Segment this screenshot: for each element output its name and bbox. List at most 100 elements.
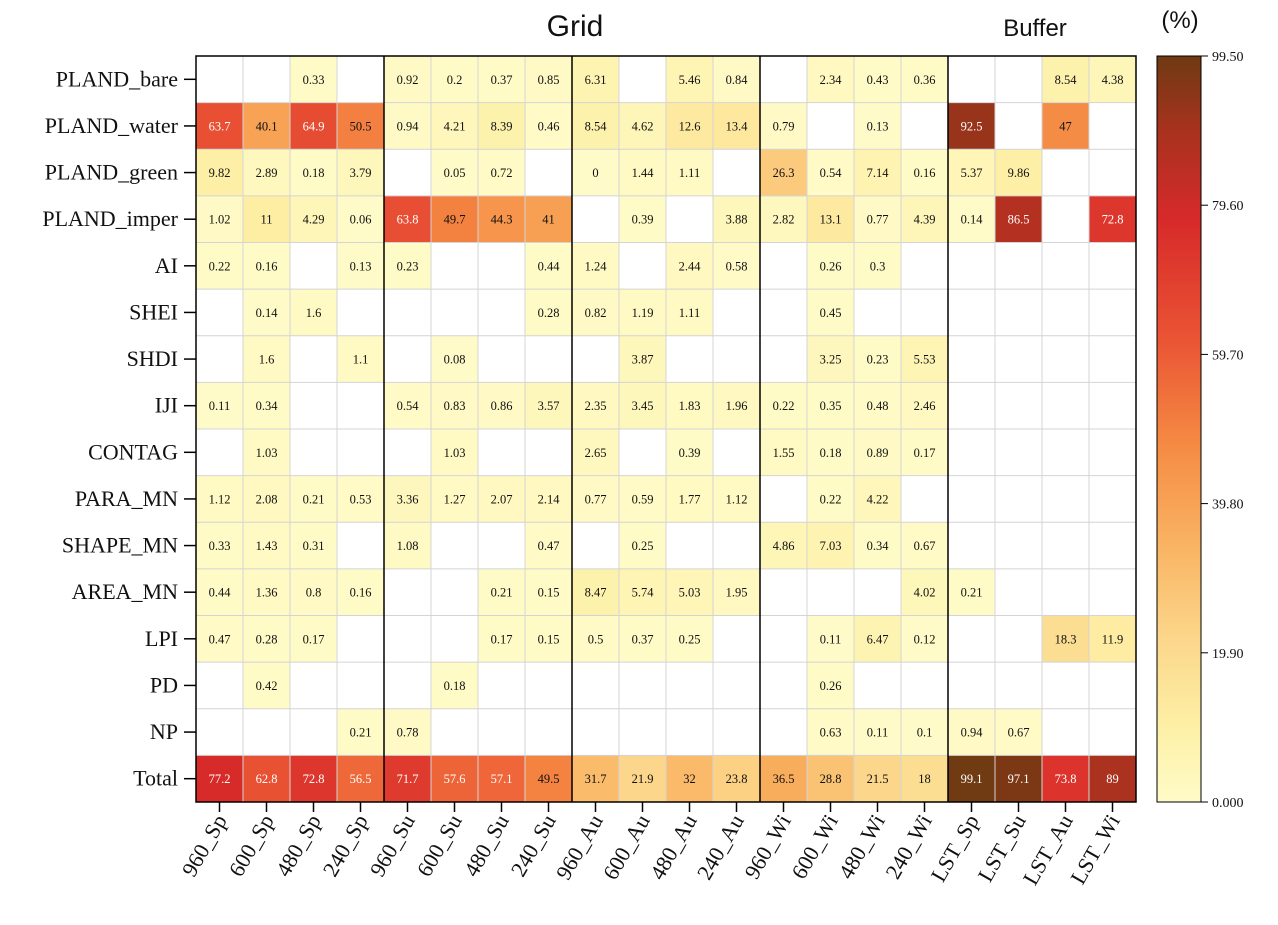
heatmap-cell [854, 195, 901, 243]
cell-value-label: 3.57 [538, 399, 560, 413]
heatmap-cell [854, 522, 901, 569]
heatmap-cell [478, 568, 525, 616]
heatmap-cell [196, 615, 243, 663]
heatmap-cell [196, 755, 243, 802]
cell-value-label: 8.47 [585, 586, 607, 600]
cell-value-label: 0.05 [444, 166, 466, 180]
heatmap-cell [713, 475, 760, 523]
heatmap-cell [525, 102, 572, 150]
heatmap-cell [337, 335, 384, 383]
heatmap-cell [572, 382, 619, 429]
heatmap-cell [196, 102, 243, 150]
cell-value-label: 0.18 [820, 446, 842, 460]
heatmap-cell [854, 242, 901, 290]
heatmap-cell [1042, 755, 1089, 802]
heatmap-cell [572, 475, 619, 523]
heatmap-cell [948, 149, 995, 196]
heatmap-cell [995, 195, 1042, 243]
heatmap-cell [525, 289, 572, 336]
heatmap-cell [337, 755, 384, 802]
heatmap-cell [713, 56, 760, 103]
heatmap-cell [901, 429, 948, 476]
cell-value-label: 36.5 [773, 772, 795, 786]
cell-value-label: 0.21 [350, 726, 372, 740]
column-label: 240_Sp [318, 810, 373, 881]
cell-value-label: 1.08 [397, 539, 419, 553]
cell-value-label: 0.25 [679, 632, 701, 646]
cell-value-label: 0.46 [538, 119, 560, 133]
cell-value-label: 89 [1106, 772, 1119, 786]
heatmap-cell [243, 522, 290, 569]
cell-value-label: 5.46 [679, 73, 701, 87]
cell-value-label: 3.87 [632, 353, 654, 367]
cell-value-label: 21.5 [867, 772, 889, 786]
cell-value-label: 0.5 [588, 632, 604, 646]
heatmap-cell [948, 102, 995, 150]
heatmap-cell [196, 522, 243, 569]
heatmap-cell [384, 56, 431, 103]
cell-value-label: 4.38 [1102, 73, 1124, 87]
heatmap-cell [337, 242, 384, 290]
heatmap-cell [243, 149, 290, 196]
heatmap-cell [478, 615, 525, 663]
cell-value-label: 1.36 [256, 586, 278, 600]
grid-title: Grid [547, 10, 604, 43]
cell-value-label: 21.9 [632, 772, 654, 786]
heatmap-cell [901, 56, 948, 103]
cell-value-label: 0.26 [820, 259, 842, 273]
heatmap-cell [948, 708, 995, 756]
cell-value-label: 0.23 [397, 259, 419, 273]
cell-value-label: 0.3 [870, 259, 886, 273]
cell-value-label: 0.2 [447, 73, 463, 87]
heatmap-frame [195, 55, 1137, 803]
heatmap-cell [901, 755, 948, 802]
heatmap-cell [572, 242, 619, 290]
heatmap-cell [619, 102, 666, 150]
row-label: PLAND_green [45, 160, 178, 185]
row-label: AREA_MN [72, 579, 178, 604]
cell-value-label: 18 [918, 772, 931, 786]
heatmap-cell [760, 102, 807, 150]
row-label: PLAND_water [45, 113, 179, 138]
heatmap-cell [525, 242, 572, 290]
heatmap-cell [290, 102, 337, 150]
heatmap-cell [290, 475, 337, 523]
heatmap-cell [948, 755, 995, 802]
cell-value-label: 57.6 [444, 772, 466, 786]
cell-value-label: 8.39 [491, 119, 513, 133]
cell-value-label: 0.47 [209, 632, 231, 646]
cell-value-label: 1.6 [306, 306, 322, 320]
cell-value-label: 4.39 [914, 213, 936, 227]
cell-value-label: 0.12 [914, 632, 936, 646]
heatmap-cell [901, 522, 948, 569]
cell-value-label: 11 [260, 213, 272, 227]
cell-value-label: 0.59 [632, 492, 654, 506]
heatmap-cell [431, 56, 478, 103]
cell-value-label: 2.82 [773, 213, 795, 227]
cell-value-label: 0.21 [303, 492, 325, 506]
heatmap-cell [760, 149, 807, 196]
cell-value-label: 1.11 [679, 166, 700, 180]
heatmap-cell [384, 242, 431, 290]
heatmap-cell [196, 149, 243, 196]
heatmap-cell [478, 195, 525, 243]
row-label: PARA_MN [75, 486, 178, 511]
cell-value-label: 40.1 [256, 119, 278, 133]
heatmap-cell [196, 382, 243, 429]
cell-value-label: 0.11 [209, 399, 230, 413]
heatmap-cell [619, 615, 666, 663]
cell-value-label: 2.89 [256, 166, 278, 180]
group-separators [383, 56, 949, 802]
cell-value-label: 50.5 [350, 119, 372, 133]
cell-value-label: 0.1 [917, 726, 933, 740]
cell-value-label: 0.58 [726, 259, 748, 273]
cell-value-label: 4.22 [867, 492, 889, 506]
cell-value-label: 4.29 [303, 213, 325, 227]
colorbar-ticks: 99.50 79.60 59.70 39.80 19.90 0.000 [1201, 50, 1244, 811]
cell-value-label: 0.23 [867, 353, 889, 367]
cell-value-label: 0.17 [491, 632, 513, 646]
heatmap-cell [525, 195, 572, 243]
cell-value-label: 0.18 [444, 679, 466, 693]
cell-value-label: 0.22 [209, 259, 231, 273]
heatmap-cell [901, 615, 948, 663]
